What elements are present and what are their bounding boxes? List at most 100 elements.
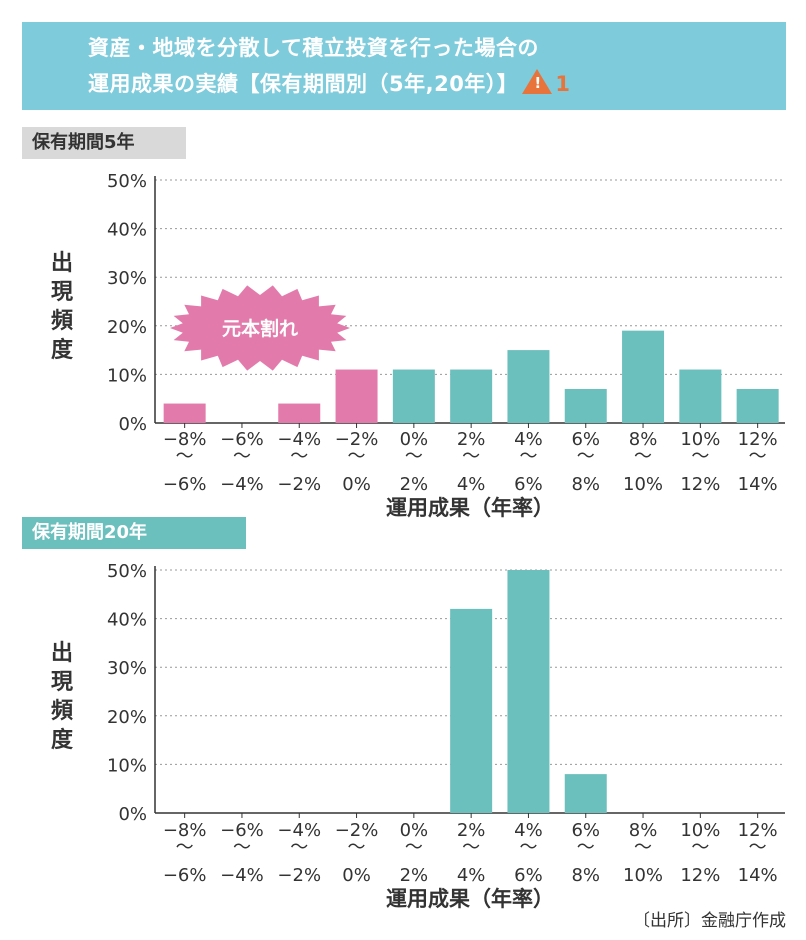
chart2-xtick-range-mark: 〜	[634, 837, 652, 858]
chart1-xtick-label-bottom: 10%	[623, 474, 663, 495]
chart2-xtick-range-mark: 〜	[577, 837, 595, 858]
chart2-xtick-label-bottom: 12%	[680, 865, 720, 886]
chart1-bar	[163, 403, 206, 423]
chart1-xtick-label-top: −4%	[277, 429, 321, 450]
chart2-bar	[507, 570, 550, 813]
chart1-xtick-label-top: −6%	[220, 429, 264, 450]
chart2-ytick-label: 20%	[107, 707, 147, 728]
chart2-xlabel: 運用成果（年率）	[386, 887, 554, 911]
chart1-xtick-range-mark: 〜	[691, 446, 709, 467]
chart2-xtick-label-top: 12%	[738, 820, 778, 841]
title-line-2-text: 運用成果の実績【保有期間別（5年,20年）】	[88, 72, 519, 96]
chart1-xtick-label-top: 0%	[400, 429, 429, 450]
chart1-ylabel: 出現頻度	[51, 251, 74, 363]
chart2-xtick-label-bottom: 10%	[623, 865, 663, 886]
chart1-bar	[736, 388, 779, 423]
chart1-bar	[564, 388, 607, 423]
chart2-xtick-label-bottom: −4%	[220, 865, 264, 886]
chart2-xtick-range-mark: 〜	[348, 837, 366, 858]
chart2-xtick-label-bottom: 14%	[738, 865, 778, 886]
chart2-ytick-label: 40%	[107, 610, 147, 631]
chart1-xtick-label-bottom: 0%	[342, 474, 371, 495]
chart2-ytick-label: 10%	[107, 755, 147, 776]
chart1-bar	[392, 369, 435, 423]
title-line-1: 資産・地域を分散して積立投資を行った場合の	[88, 36, 539, 60]
chart1-xtick-label-bottom: 2%	[400, 474, 429, 495]
chart2-xtick-label-top: −4%	[277, 820, 321, 841]
chart2-ylabel: 出現頻度	[51, 641, 74, 753]
chart1-ytick-label: 10%	[107, 365, 147, 386]
chart2-xtick-range-mark: 〜	[290, 837, 308, 858]
chart2-ytick-label: 30%	[107, 658, 147, 679]
chart2-ytick-label: 0%	[118, 804, 147, 825]
warning-icon: !	[522, 69, 553, 94]
chart1-title: 保有期間5年	[22, 127, 186, 159]
chart2-xtick-label-top: 0%	[400, 820, 429, 841]
chart1-xtick-label-top: 4%	[514, 429, 543, 450]
chart1-xtick-range-mark: 〜	[233, 446, 251, 467]
chart1-ytick-label: 0%	[118, 414, 147, 435]
chart1-xtick-label-bottom: −6%	[163, 474, 207, 495]
chart1-xtick-label-top: −8%	[163, 429, 207, 450]
chart2-xtick-label-bottom: −2%	[277, 865, 321, 886]
chart2-xtick-label-top: 8%	[629, 820, 658, 841]
chart1-xtick-label-top: −2%	[335, 429, 379, 450]
chart1-bar	[278, 403, 321, 423]
chart2-ytick-label: 50%	[107, 561, 147, 582]
chart2-xtick-label-bottom: −6%	[163, 865, 207, 886]
chart2-xtick-label-top: 2%	[457, 820, 486, 841]
chart2-xtick-range-mark: 〜	[519, 837, 537, 858]
title-banner: 資産・地域を分散して積立投資を行った場合の 運用成果の実績【保有期間別（5年,2…	[22, 22, 786, 110]
chart2-xtick-range-mark: 〜	[691, 837, 709, 858]
chart2-bar	[450, 608, 493, 813]
source-note: 〔出所〕金融庁作成	[633, 911, 786, 931]
chart1-xtick-range-mark: 〜	[634, 446, 652, 467]
chart1-xtick-label-top: 8%	[629, 429, 658, 450]
chart2-xtick-label-bottom: 0%	[342, 865, 371, 886]
chart1-ytick-label: 50%	[107, 171, 147, 192]
chart2-xtick-label-bottom: 4%	[457, 865, 486, 886]
chart2-xtick-range-mark: 〜	[749, 837, 767, 858]
chart2-xtick-range-mark: 〜	[233, 837, 251, 858]
warning-number: 1	[555, 72, 571, 96]
chart2-title: 保有期間20年	[22, 517, 246, 549]
chart2-xtick-range-mark: 〜	[405, 837, 423, 858]
chart2-xtick-label-bottom: 6%	[514, 865, 543, 886]
chart1-xtick-label-bottom: 6%	[514, 474, 543, 495]
chart2-xtick-label-top: −8%	[163, 820, 207, 841]
chart1-ytick-label: 20%	[107, 317, 147, 338]
chart1-xtick-range-mark: 〜	[176, 446, 194, 467]
chart1-xtick-range-mark: 〜	[405, 446, 423, 467]
chart1-xtick-label-bottom: 14%	[738, 474, 778, 495]
chart2-xtick-label-top: 4%	[514, 820, 543, 841]
chart1-bar	[507, 350, 550, 423]
chart2-xtick-label-top: 6%	[571, 820, 600, 841]
chart2-xtick-range-mark: 〜	[462, 837, 480, 858]
chart1-xtick-range-mark: 〜	[290, 446, 308, 467]
chart2-xtick-range-mark: 〜	[176, 837, 194, 858]
chart1-bar	[450, 369, 493, 423]
chart1-xtick-label-bottom: −4%	[220, 474, 264, 495]
chart1-xtick-label-top: 2%	[457, 429, 486, 450]
title-line-2: 運用成果の実績【保有期間別（5年,20年）】! 1	[88, 68, 570, 98]
chart2-xtick-label-top: −2%	[335, 820, 379, 841]
chart1-bar	[679, 369, 722, 423]
chart1-xtick-range-mark: 〜	[749, 446, 767, 467]
chart1-xtick-range-mark: 〜	[577, 446, 595, 467]
chart1-xtick-label-bottom: −2%	[277, 474, 321, 495]
chart1-xtick-label-top: 10%	[680, 429, 720, 450]
chart1-xtick-label-bottom: 12%	[680, 474, 720, 495]
chart1-xtick-label-top: 12%	[738, 429, 778, 450]
chart1-xtick-range-mark: 〜	[519, 446, 537, 467]
chart1-annotation-label: 元本割れ	[222, 317, 298, 340]
chart1-ytick-label: 30%	[107, 268, 147, 289]
chart2-xtick-label-bottom: 8%	[571, 865, 600, 886]
chart1-ytick-label: 40%	[107, 220, 147, 241]
chart1-xtick-label-bottom: 8%	[571, 474, 600, 495]
chart1-xtick-label-top: 6%	[571, 429, 600, 450]
chart2-xtick-label-bottom: 2%	[400, 865, 429, 886]
chart1-xtick-range-mark: 〜	[462, 446, 480, 467]
chart2-bar	[564, 774, 607, 813]
chart1-xtick-range-mark: 〜	[348, 446, 366, 467]
